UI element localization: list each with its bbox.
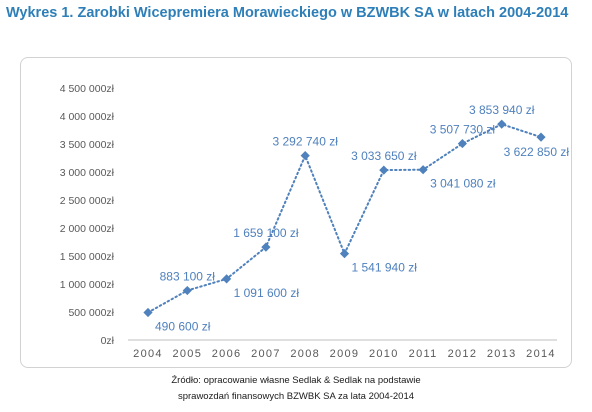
y-tick-label: 0zł [101,335,115,347]
data-label: 3 853 940 zł [469,103,535,117]
source-note-line-1: Źródło: opracowanie własne Sedlak & Sedl… [171,375,421,386]
x-tick-label: 2012 [448,348,478,360]
x-tick-label: 2008 [290,348,320,360]
x-tick-label: 2011 [409,348,438,360]
x-tick-label: 2007 [251,348,281,360]
x-tick-label: 2014 [526,348,556,360]
data-label: 3 507 730 zł [430,123,496,137]
data-point-marker [339,249,350,259]
series-line [147,123,542,314]
x-tick-label: 2013 [487,348,517,360]
data-label: 1 659 100 zł [233,226,299,240]
data-point-marker [261,242,271,252]
data-label: 883 100 zł [160,270,216,284]
x-tick-label: 2009 [330,348,360,360]
data-point-marker [457,138,467,149]
data-point-marker [418,165,428,175]
y-tick-label: 3 500 000zł [60,139,115,151]
data-point-marker [497,119,507,129]
y-tick-label: 4 000 000zł [60,111,115,123]
y-tick-label: 1 000 000zł [60,279,115,291]
data-label: 490 600 zł [155,320,211,334]
y-tick-label: 1 500 000zł [60,251,115,263]
y-tick-label: 3 000 000zł [60,167,115,179]
x-tick-label: 2010 [369,348,399,360]
data-point-marker [182,285,192,296]
y-tick-label: 2 500 000zł [60,195,115,207]
data-label: 3 292 740 zł [273,135,339,149]
data-label: 1 541 940 zł [352,261,418,275]
data-label: 3 622 850 zł [504,145,570,159]
data-label: 1 091 600 zł [234,286,300,300]
data-point-marker [300,151,310,161]
data-point-marker [143,307,153,318]
data-point-marker [379,165,389,175]
data-label: 3 033 650 zł [351,149,417,163]
x-tick-label: 2006 [212,348,242,360]
chart-title: Wykres 1. Zarobki Wicepremiera Morawieck… [6,5,569,21]
data-point-marker [536,132,546,142]
y-tick-label: 4 500 000zł [60,83,115,95]
x-tick-label: 2005 [172,348,202,360]
data-label: 3 041 080 zł [430,177,496,191]
y-tick-label: 2 000 000zł [60,223,115,235]
chart-panel [20,57,572,368]
source-note-line-2: sprawozdań finansowych BZWBK SA za lata … [177,391,415,402]
data-point-marker [222,274,232,284]
x-tick-label: 2004 [133,348,163,360]
y-tick-label: 500 000zł [68,307,114,319]
